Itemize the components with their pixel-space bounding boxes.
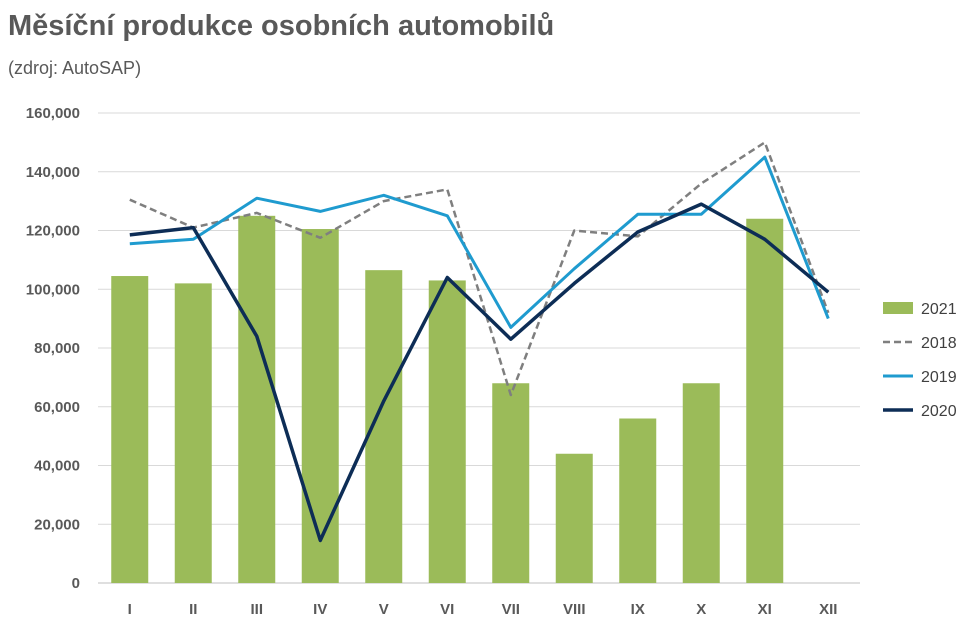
y-tick-label: 0 [72,575,80,592]
bar [111,276,149,583]
bar [746,218,784,583]
x-tick-label: II [189,601,197,618]
x-axis-ticks: I II III IV V VI VII VIII IX X XI XII [128,601,838,618]
x-tick-label: X [696,601,706,618]
series-line-2020 [129,202,830,543]
bar [492,383,530,583]
bar [682,383,720,583]
bar [238,215,276,583]
x-tick-label: I [128,601,132,618]
bars-2021 [111,215,784,583]
chart-subtitle: (zdroj: AutoSAP) [8,58,142,78]
y-tick-label: 20,000 [34,516,80,533]
y-tick-label: 80,000 [34,340,80,357]
legend-label-2019: 2019 [921,369,957,386]
y-tick-label: 160,000 [26,105,80,122]
series-lines [129,141,830,543]
x-tick-label: V [379,601,389,618]
x-tick-label: IV [313,601,327,618]
x-tick-label: XII [819,601,837,618]
y-tick-label: 140,000 [26,164,80,181]
legend-swatch-2021 [883,302,913,314]
x-tick-label: XI [758,601,772,618]
series-line-2018 [129,141,830,397]
y-tick-label: 120,000 [26,223,80,240]
x-tick-label: IX [631,601,645,618]
x-tick-label: III [250,601,263,618]
bar [555,453,593,583]
x-tick-label: VI [440,601,454,618]
legend-label-2018: 2018 [921,335,957,352]
legend: 2021 2018 2019 2020 [883,301,957,420]
x-tick-label: VII [502,601,520,618]
y-axis-ticks: 0 20,000 40,000 60,000 80,000 100,000 120,000 1… [26,105,80,592]
bar [619,418,657,583]
bar [428,280,466,583]
chart-title: Měsíční produkce osobních automobilů [8,10,555,42]
bar [174,283,212,583]
y-tick-label: 100,000 [26,281,80,298]
series-line-2019 [129,155,830,329]
gridlines [98,112,860,584]
x-tick-label: VIII [563,601,586,618]
legend-label-2021: 2021 [921,301,957,318]
y-tick-label: 60,000 [34,399,80,416]
legend-label-2020: 2020 [921,403,957,420]
bar [301,229,339,583]
y-tick-label: 40,000 [34,458,80,475]
